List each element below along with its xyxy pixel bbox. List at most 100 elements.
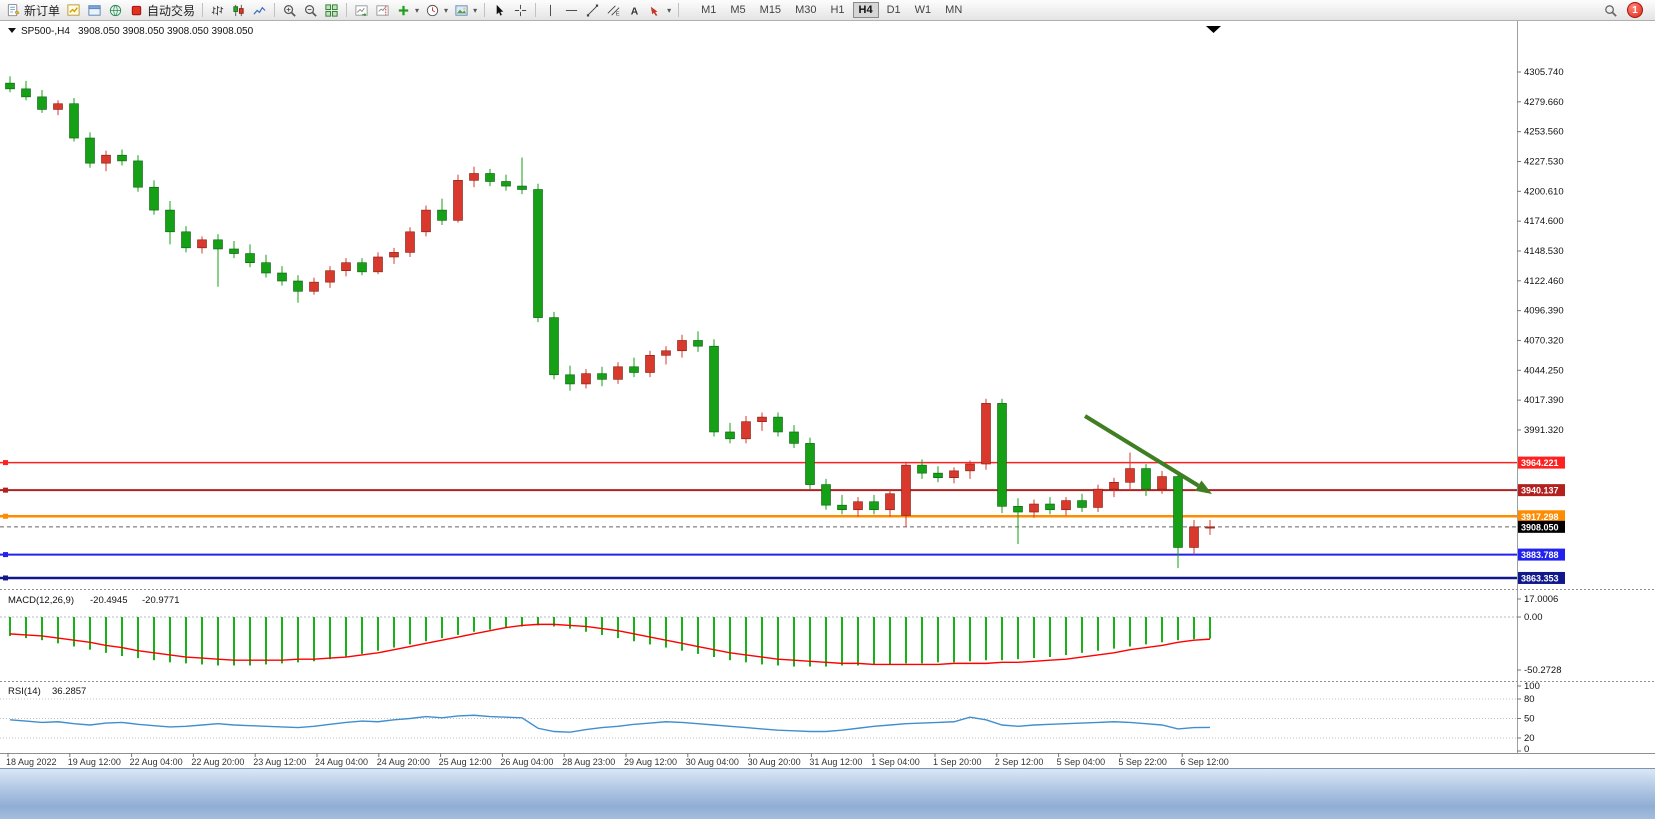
candle-body (933, 472, 943, 479)
candle-body (1093, 488, 1103, 508)
timeframe-m5-button[interactable]: M5 (730, 4, 746, 16)
level-line-handle[interactable] (3, 575, 8, 581)
level-line-handle[interactable] (3, 552, 8, 558)
candle-body (181, 231, 191, 249)
level-line-handle[interactable] (3, 487, 8, 493)
time-axis-label: 6 Sep 12:00 (1180, 757, 1229, 767)
candle-body (245, 253, 255, 264)
candle-body (597, 373, 607, 380)
notification-badge[interactable]: 1 (1627, 2, 1643, 18)
candle (341, 258, 351, 277)
trendline-button[interactable] (583, 1, 602, 19)
new-chart-button[interactable] (64, 1, 83, 19)
trend-arrow-line[interactable] (1083, 414, 1200, 488)
time-axis-label: 23 Aug 12:00 (253, 757, 306, 767)
candle-body (741, 421, 751, 440)
candle (277, 266, 287, 286)
level-line-handle[interactable] (3, 513, 8, 519)
toolbar-separator (678, 3, 680, 17)
candle (21, 80, 31, 101)
candle (997, 398, 1007, 514)
candle (549, 311, 559, 380)
chart-canvas[interactable]: 4305.740 4279.660 4253.560 4227.530 4200.610… (0, 21, 1655, 768)
candle-body (1157, 476, 1167, 490)
candle (213, 234, 223, 287)
cursor-button[interactable] (490, 1, 509, 19)
trend-arrow-head[interactable] (1195, 480, 1212, 494)
candle-body (1205, 526, 1215, 529)
timeframe-d1-button[interactable]: D1 (886, 4, 901, 16)
line-chart-button[interactable] (250, 1, 269, 19)
templates-button[interactable]: ▾ (452, 1, 479, 19)
candle (53, 100, 63, 116)
candle (1109, 477, 1119, 498)
zoom-out-button[interactable] (301, 1, 320, 19)
strategy-tester-button[interactable] (106, 1, 125, 19)
candle-body (501, 181, 511, 187)
candle (789, 425, 799, 448)
candle-body (1077, 500, 1087, 508)
candle-body (1189, 526, 1199, 548)
time-axis-label: 30 Aug 04:00 (686, 757, 739, 767)
candle (261, 254, 271, 278)
timeframe-h4-button[interactable]: H4 (852, 2, 879, 18)
tile-windows-button[interactable] (322, 1, 341, 19)
candle-body (853, 501, 863, 511)
crosshair-button[interactable] (511, 1, 530, 19)
symbol-collapse-triangle[interactable] (8, 28, 16, 33)
chart-area[interactable]: 4305.740 4279.660 4253.560 4227.530 4200.610… (0, 21, 1655, 768)
timeframe-m15-button[interactable]: M15 (759, 4, 782, 16)
candle (677, 334, 687, 358)
candle-body (21, 88, 31, 98)
time-axis-label: 22 Aug 04:00 (130, 757, 183, 767)
auto-scroll-button[interactable] (352, 1, 371, 19)
candle-body (805, 443, 815, 485)
auto-trading-button[interactable]: 自动交易 (127, 1, 197, 19)
candle-body (389, 252, 399, 258)
rsi-axis-label: 0 (1524, 744, 1529, 755)
time-axis-label: 25 Aug 12:00 (439, 757, 492, 767)
candle-body (981, 403, 991, 465)
shapes-button[interactable]: ▾ (646, 1, 673, 19)
chart-shift-button[interactable] (373, 1, 392, 19)
zoom-in-button[interactable] (280, 1, 299, 19)
rsi-axis-label: 80 (1524, 694, 1535, 705)
timeframe-h1-button[interactable]: H1 (830, 4, 845, 16)
price-axis-label: 4200.610 (1524, 186, 1564, 197)
template-icon (454, 3, 469, 18)
candle (1173, 471, 1183, 569)
timeframe-group: M1 M5 M15 M30 H1 H4 D1 W1 MN (694, 2, 969, 18)
candle-body (5, 82, 15, 90)
candle (357, 258, 367, 276)
candle-body (117, 154, 127, 162)
profiles-button[interactable] (85, 1, 104, 19)
rsi-axis-label: 100 (1524, 681, 1540, 692)
timeframe-m30-button[interactable]: M30 (795, 4, 817, 16)
text-button[interactable]: A (625, 1, 644, 19)
timeframe-w1-button[interactable]: W1 (914, 4, 932, 16)
candle (837, 494, 847, 515)
shapes-icon (648, 3, 663, 18)
candle (245, 244, 255, 268)
candle-body (357, 262, 367, 273)
candle (5, 76, 15, 93)
candle (421, 205, 431, 237)
channel-button[interactable]: E (604, 1, 623, 19)
timeframe-mn-button[interactable]: MN (945, 4, 963, 16)
search-button[interactable] (1601, 1, 1620, 19)
candle (645, 350, 655, 378)
channel-icon: E (606, 3, 621, 18)
timeframe-m1-button[interactable]: M1 (701, 4, 717, 16)
vertical-line-button[interactable] (541, 1, 560, 19)
new-order-button[interactable]: 新订单 (4, 1, 62, 19)
candle (821, 478, 831, 510)
periods-button[interactable]: ▾ (423, 1, 450, 19)
candle-chart-button[interactable] (229, 1, 248, 19)
horizontal-line-button[interactable] (562, 1, 581, 19)
indicators-button[interactable]: ▾ (394, 1, 421, 19)
level-line-handle[interactable] (3, 460, 8, 466)
bar-chart-button[interactable] (208, 1, 227, 19)
chart-marker-triangle (1206, 26, 1221, 33)
candle (197, 236, 207, 254)
